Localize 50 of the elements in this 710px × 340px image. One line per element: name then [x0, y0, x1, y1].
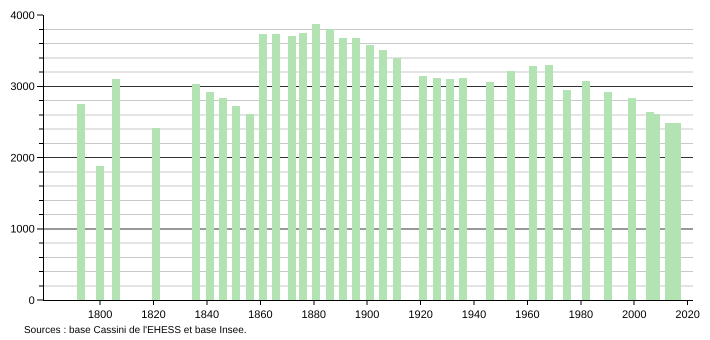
bar [529, 66, 537, 300]
bar [246, 114, 254, 300]
bar [96, 166, 104, 300]
x-tick-label: 2000 [622, 309, 646, 322]
bar [77, 104, 85, 300]
x-tick-label: 1940 [462, 309, 486, 322]
bar [582, 81, 590, 300]
bar [206, 92, 214, 300]
bar [459, 78, 467, 300]
bar [219, 98, 227, 300]
y-tick-label: 4000 [10, 10, 35, 22]
bar [379, 50, 387, 300]
x-tick-label: 1880 [302, 309, 326, 322]
x-tick-label: 1800 [88, 309, 112, 322]
bar [312, 24, 320, 300]
x-tick-label: 1960 [515, 309, 540, 322]
bar [507, 71, 515, 300]
bar [545, 65, 553, 300]
bar [326, 29, 334, 300]
x-tick-label: 1920 [408, 309, 433, 322]
bar [352, 38, 360, 300]
source-note: Sources : base Cassini de l'EHESS et base Insee. [24, 325, 247, 336]
x-tick-label: 1900 [354, 309, 380, 322]
bar [446, 79, 454, 300]
y-tick-label: 2000 [10, 152, 35, 164]
bar [339, 38, 347, 300]
x-tick-label: 1860 [248, 309, 273, 322]
bar [299, 33, 307, 300]
y-tick-label: 0 [28, 294, 35, 307]
bar [419, 76, 427, 300]
bar [393, 58, 401, 300]
bar [232, 106, 240, 300]
y-tick-label: 1000 [10, 224, 35, 236]
x-tick-label: 2020 [675, 309, 700, 322]
bar [272, 34, 280, 300]
bar [152, 128, 160, 300]
bar [192, 84, 200, 300]
bar [604, 92, 612, 300]
bar [563, 90, 571, 300]
bar [628, 98, 636, 300]
bar [112, 79, 120, 300]
y-tick-label: 3000 [10, 81, 35, 94]
x-tick-label: 1980 [568, 309, 594, 322]
x-tick-label: 1840 [194, 309, 220, 322]
bar [433, 78, 441, 300]
bar [288, 36, 296, 300]
bar [486, 82, 494, 300]
bar [366, 45, 374, 300]
bar [259, 34, 267, 300]
x-tick-label: 1820 [141, 309, 166, 322]
